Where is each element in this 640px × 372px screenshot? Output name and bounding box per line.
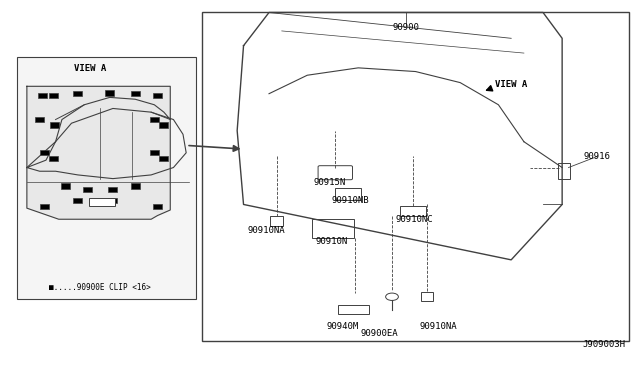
Bar: [108, 198, 117, 203]
Bar: [74, 198, 83, 203]
FancyBboxPatch shape: [400, 206, 426, 216]
Bar: [153, 93, 162, 98]
FancyBboxPatch shape: [557, 163, 570, 179]
Text: VIEW A: VIEW A: [495, 80, 527, 89]
Bar: [50, 122, 59, 128]
Text: 90915N: 90915N: [314, 178, 346, 187]
Bar: [49, 93, 58, 98]
Bar: [150, 150, 159, 155]
Bar: [40, 204, 49, 209]
FancyBboxPatch shape: [17, 57, 196, 299]
Text: 90910NA: 90910NA: [419, 322, 457, 331]
FancyBboxPatch shape: [312, 219, 355, 238]
Bar: [83, 187, 92, 192]
Text: 90910NB: 90910NB: [332, 196, 369, 205]
Text: 90910NC: 90910NC: [396, 215, 433, 224]
Text: 90910NA: 90910NA: [247, 226, 285, 235]
Bar: [38, 93, 47, 98]
FancyBboxPatch shape: [270, 216, 283, 225]
Bar: [153, 204, 162, 209]
Bar: [74, 91, 83, 96]
Bar: [61, 183, 70, 189]
Text: ■.....90900E CLIP <16>: ■.....90900E CLIP <16>: [49, 283, 151, 292]
Bar: [131, 91, 140, 96]
Text: 90910N: 90910N: [316, 237, 348, 246]
Bar: [131, 183, 140, 189]
Bar: [159, 122, 168, 128]
Text: 90900EA: 90900EA: [360, 329, 398, 338]
Text: VIEW A: VIEW A: [74, 64, 107, 73]
Bar: [108, 187, 117, 192]
FancyBboxPatch shape: [335, 188, 362, 200]
Text: 90940M: 90940M: [326, 322, 358, 331]
Bar: [35, 117, 44, 122]
Bar: [40, 150, 49, 155]
Bar: [49, 156, 58, 161]
Text: J909003H: J909003H: [582, 340, 625, 349]
FancyBboxPatch shape: [338, 305, 369, 314]
FancyBboxPatch shape: [318, 166, 353, 180]
FancyBboxPatch shape: [90, 198, 115, 206]
Bar: [150, 117, 159, 122]
FancyBboxPatch shape: [420, 292, 433, 301]
Text: 90900: 90900: [392, 23, 419, 32]
Text: 90916: 90916: [584, 152, 611, 161]
Bar: [105, 90, 114, 96]
Polygon shape: [27, 86, 170, 219]
Bar: [159, 156, 168, 161]
